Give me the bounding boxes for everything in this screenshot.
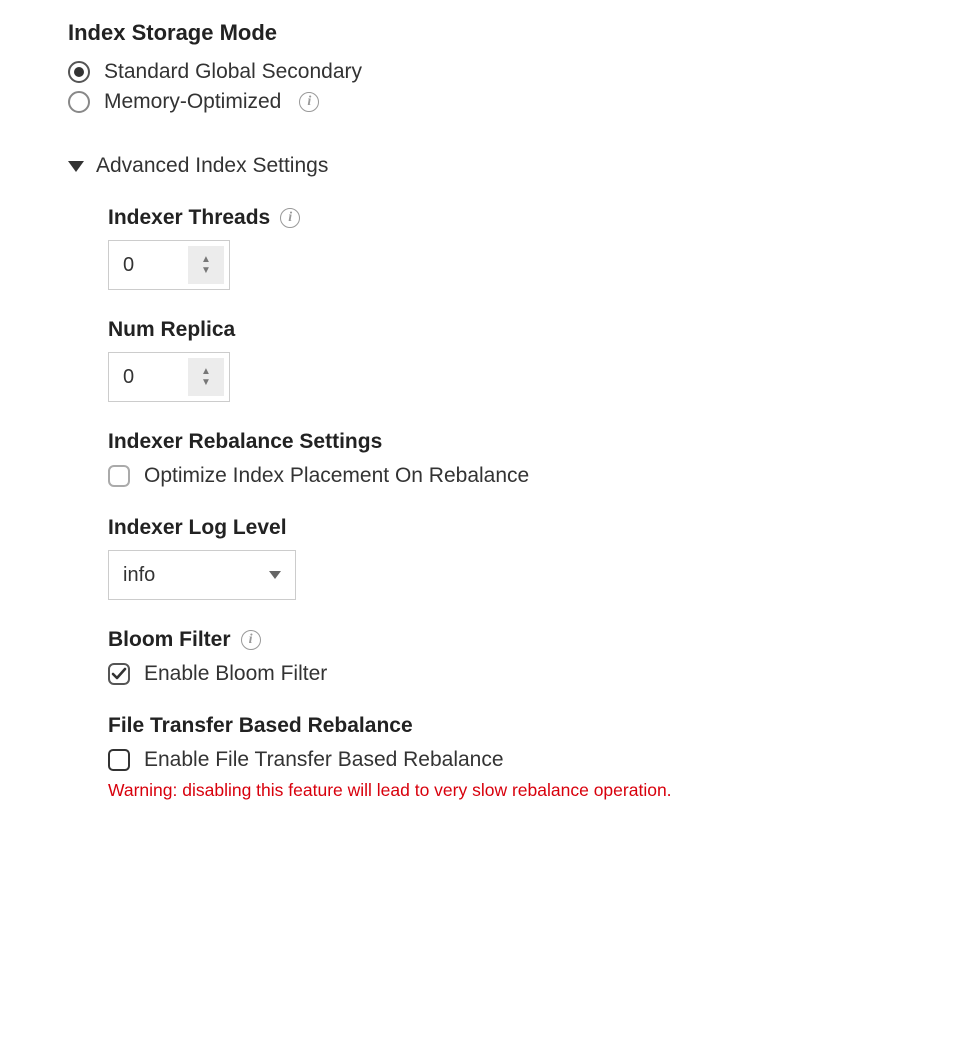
radio-memory-label: Memory-Optimized (104, 90, 281, 114)
log-level-value: info (123, 564, 155, 587)
enable-bloom-filter-row[interactable]: Enable Bloom Filter (108, 662, 950, 686)
optimize-placement-row[interactable]: Optimize Index Placement On Rebalance (108, 464, 950, 488)
radio-memory-optimized[interactable]: Memory-Optimized (68, 90, 950, 114)
info-icon[interactable] (299, 92, 319, 112)
spinner-up-icon[interactable] (201, 367, 211, 377)
spinner-down-icon[interactable] (201, 266, 211, 276)
log-level-label: Indexer Log Level (108, 516, 950, 540)
rebalance-settings-label: Indexer Rebalance Settings (108, 430, 950, 454)
check-icon (111, 666, 127, 682)
rebalance-settings-text: Indexer Rebalance Settings (108, 430, 382, 454)
num-replica-value[interactable]: 0 (109, 353, 188, 401)
advanced-settings-toggle[interactable]: Advanced Index Settings (68, 154, 950, 178)
log-level-select[interactable]: info (108, 550, 296, 600)
bloom-filter-text: Bloom Filter (108, 628, 231, 652)
advanced-settings-panel: Indexer Threads 0 Num Replica 0 Indexer … (108, 206, 950, 801)
indexer-threads-spinner[interactable] (188, 246, 224, 284)
num-replica-text: Num Replica (108, 318, 235, 342)
advanced-settings-label: Advanced Index Settings (96, 154, 328, 178)
enable-bloom-filter-label: Enable Bloom Filter (144, 662, 327, 686)
enable-bloom-filter-checkbox[interactable] (108, 663, 130, 685)
chevron-down-icon (68, 161, 84, 172)
enable-file-transfer-row[interactable]: Enable File Transfer Based Rebalance (108, 748, 950, 772)
indexer-threads-input[interactable]: 0 (108, 240, 230, 290)
bloom-filter-label: Bloom Filter (108, 628, 950, 652)
indexer-threads-value[interactable]: 0 (109, 241, 188, 289)
spinner-up-icon[interactable] (201, 255, 211, 265)
enable-file-transfer-checkbox[interactable] (108, 749, 130, 771)
file-transfer-warning: Warning: disabling this feature will lea… (108, 780, 950, 801)
radio-standard[interactable]: Standard Global Secondary (68, 60, 950, 84)
storage-mode-title: Index Storage Mode (68, 20, 950, 46)
file-transfer-label: File Transfer Based Rebalance (108, 714, 950, 738)
enable-file-transfer-label: Enable File Transfer Based Rebalance (144, 748, 504, 772)
info-icon[interactable] (280, 208, 300, 228)
radio-standard-label: Standard Global Secondary (104, 60, 362, 84)
optimize-placement-checkbox[interactable] (108, 465, 130, 487)
file-transfer-text: File Transfer Based Rebalance (108, 714, 413, 738)
chevron-down-icon (269, 571, 281, 579)
num-replica-label: Num Replica (108, 318, 950, 342)
radio-memory-control[interactable] (68, 91, 90, 113)
optimize-placement-label: Optimize Index Placement On Rebalance (144, 464, 529, 488)
indexer-threads-text: Indexer Threads (108, 206, 270, 230)
num-replica-input[interactable]: 0 (108, 352, 230, 402)
radio-standard-control[interactable] (68, 61, 90, 83)
indexer-threads-label: Indexer Threads (108, 206, 950, 230)
spinner-down-icon[interactable] (201, 378, 211, 388)
info-icon[interactable] (241, 630, 261, 650)
log-level-text: Indexer Log Level (108, 516, 287, 540)
num-replica-spinner[interactable] (188, 358, 224, 396)
